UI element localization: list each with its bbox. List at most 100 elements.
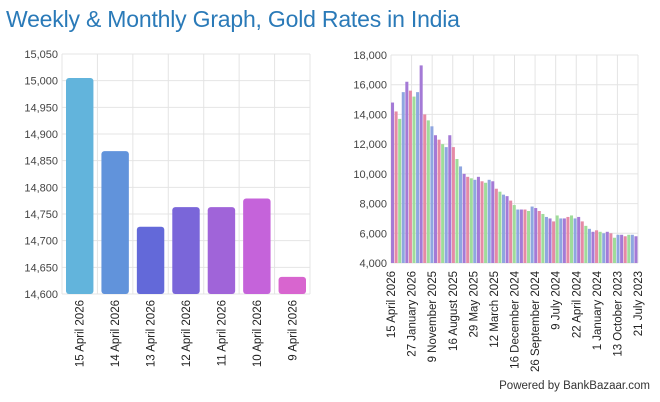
x-tick-label: 9 November 2025 [427, 271, 439, 362]
y-tick-label: 14,650 [24, 262, 58, 274]
bar [466, 176, 470, 263]
bar [278, 276, 306, 294]
x-tick-label: 9 April 2026 [287, 300, 299, 361]
y-tick-label: 16,000 [353, 80, 387, 92]
bar [512, 205, 516, 263]
bar [469, 178, 473, 263]
bar [433, 135, 437, 263]
bar [451, 147, 455, 263]
bar [430, 126, 434, 263]
bar [172, 207, 200, 294]
x-tick-label: 16 December 2024 [510, 270, 522, 368]
bar [544, 216, 548, 263]
bar [437, 139, 441, 263]
x-tick-label: 13 April 2026 [146, 300, 158, 367]
y-tick-label: 18,000 [353, 50, 387, 62]
y-tick-label: 12,000 [353, 139, 387, 151]
x-tick-label: 1 January 2024 [592, 270, 604, 350]
bar [491, 181, 495, 263]
x-tick-label: 10 April 2026 [252, 300, 264, 367]
bar [419, 65, 423, 264]
y-tick-label: 14,700 [24, 236, 58, 248]
bar [580, 221, 584, 263]
bar [473, 179, 477, 263]
bar [448, 135, 452, 263]
bar [394, 111, 398, 263]
bar [523, 209, 527, 263]
bar [476, 176, 480, 263]
bar [527, 211, 531, 263]
bar [391, 102, 395, 264]
bar [501, 194, 506, 263]
x-tick-label: 21 July 2023 [633, 271, 645, 336]
bar [441, 144, 445, 263]
bar [243, 198, 271, 294]
x-tick-label: 27 January 2026 [407, 271, 419, 357]
x-tick-label: 26 September 2024 [530, 270, 542, 372]
bar [530, 206, 534, 263]
bar [605, 231, 609, 263]
x-tick-label: 12 April 2026 [181, 300, 193, 367]
page-title: Weekly & Monthly Graph, Gold Rates in In… [6, 6, 460, 32]
bar [548, 218, 552, 263]
bar [426, 120, 430, 263]
y-tick-label: 4,000 [359, 258, 387, 270]
bar [598, 231, 602, 263]
bar [487, 179, 491, 263]
bar [595, 230, 599, 263]
y-tick-label: 8,000 [359, 199, 387, 211]
bar [609, 233, 613, 263]
bar [412, 96, 416, 263]
bar [616, 234, 620, 263]
bar [602, 233, 606, 263]
y-tick-label: 15,000 [24, 76, 58, 88]
y-tick-label: 10,000 [353, 169, 387, 181]
bar [509, 200, 513, 263]
bar [537, 211, 541, 263]
bar [569, 215, 574, 263]
bar [459, 166, 463, 263]
bar [405, 81, 409, 263]
bar [484, 182, 488, 263]
bar [408, 90, 412, 264]
bar [416, 92, 420, 264]
x-tick-label: 14 April 2026 [110, 300, 122, 367]
y-tick-label: 14,850 [24, 156, 58, 168]
bar [207, 207, 236, 294]
bar [494, 188, 498, 263]
bar [627, 234, 631, 263]
bar [559, 218, 563, 263]
bar [584, 225, 588, 263]
bar [101, 151, 129, 294]
bar [541, 213, 545, 263]
bar [552, 221, 556, 263]
x-tick-label: 22 April 2024 [571, 270, 583, 338]
bar [444, 147, 448, 263]
y-tick-label: 15,050 [24, 49, 58, 61]
bar [519, 209, 523, 263]
bar [505, 196, 509, 263]
x-tick-label: 29 May 2025 [468, 271, 480, 338]
bar [620, 234, 624, 263]
x-tick-label: 15 April 2026 [75, 300, 87, 367]
bar [423, 114, 427, 263]
y-tick-label: 14,750 [24, 209, 58, 221]
bar [462, 173, 466, 263]
bar [66, 78, 94, 294]
y-tick-label: 14,000 [353, 109, 387, 121]
bar [566, 216, 570, 263]
bar [591, 231, 595, 263]
x-tick-label: 9 July 2024 [551, 270, 563, 329]
bar [498, 191, 502, 263]
y-tick-label: 14,900 [24, 129, 58, 141]
x-tick-label: 15 April 2026 [386, 271, 398, 338]
bar [480, 181, 484, 263]
bar [587, 228, 591, 263]
x-tick-label: 13 October 2023 [612, 271, 624, 357]
y-tick-label: 14,950 [24, 102, 58, 114]
bar [401, 92, 405, 264]
bar [630, 234, 634, 263]
bar [573, 218, 577, 263]
